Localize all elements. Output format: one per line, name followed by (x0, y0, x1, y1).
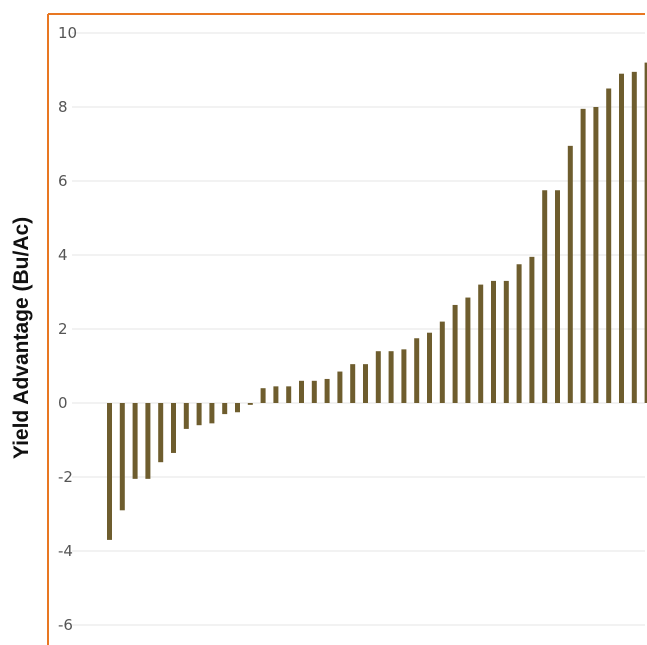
bar (324, 378, 330, 403)
bar (631, 71, 637, 403)
y-axis-title: Yield Advantage (Bu/Ac) (10, 217, 33, 459)
bar (427, 332, 432, 403)
bar (388, 351, 394, 403)
bars (107, 62, 647, 540)
bar (183, 403, 189, 429)
bar (567, 145, 573, 403)
bar (593, 107, 599, 403)
bar (619, 73, 624, 403)
grid-lines (72, 32, 645, 626)
bar (196, 403, 202, 426)
axes (47, 13, 645, 645)
bar (580, 108, 586, 403)
y-tick-label: 0 (58, 394, 68, 412)
bar (222, 403, 228, 415)
bar (465, 297, 471, 403)
bar (542, 190, 548, 403)
bar (478, 284, 484, 403)
bar (145, 403, 151, 479)
y-tick-label: 10 (58, 24, 77, 42)
y-tick-label: -6 (58, 616, 73, 634)
bar (452, 304, 458, 403)
bar (286, 386, 292, 403)
bar (273, 386, 279, 403)
bar (235, 403, 240, 413)
bar (516, 264, 522, 403)
bar (606, 88, 612, 403)
bar (247, 403, 253, 405)
bar (119, 403, 125, 511)
bar (529, 256, 535, 403)
bar (260, 388, 266, 403)
bar (363, 364, 368, 403)
bar (209, 403, 215, 424)
bar (503, 280, 509, 403)
y-tick-label: 2 (58, 320, 68, 338)
bar (299, 380, 304, 403)
y-tick-label: 8 (58, 98, 68, 116)
bar (337, 371, 343, 403)
bar (439, 321, 445, 403)
bar (158, 403, 164, 463)
bar (401, 349, 407, 403)
y-tick-labels: 10 8 6 4 2 0 -2 -4 -6 (58, 24, 77, 634)
y-tick-label: -4 (58, 542, 73, 560)
bar (107, 403, 112, 540)
y-tick-label: 6 (58, 172, 68, 190)
bar (375, 351, 381, 403)
bar (311, 380, 317, 403)
y-tick-label: 4 (58, 246, 68, 264)
bar (132, 403, 138, 479)
bar (644, 62, 647, 403)
bar (555, 190, 560, 403)
bar (171, 403, 176, 453)
y-tick-label: -2 (58, 468, 73, 486)
bar (350, 364, 356, 403)
bar (414, 338, 420, 403)
bar (491, 280, 496, 403)
